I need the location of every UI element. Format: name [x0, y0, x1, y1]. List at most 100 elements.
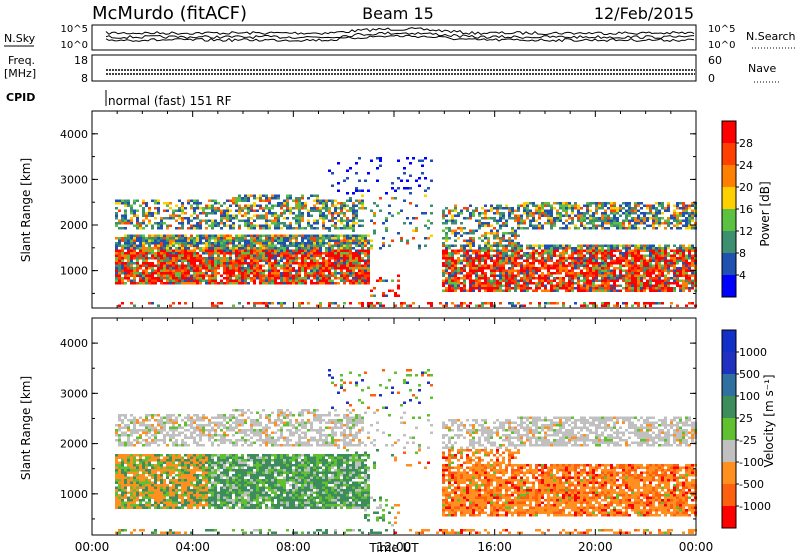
range-gate-cell	[340, 239, 343, 242]
range-gate-cell	[319, 282, 322, 285]
range-gate-cell	[118, 464, 121, 467]
range-gate-cell	[625, 244, 628, 247]
range-gate-cell	[226, 224, 229, 227]
range-gate-cell	[544, 274, 547, 277]
range-gate-cell	[547, 282, 550, 285]
range-gate-cell	[328, 304, 331, 307]
range-gate-cell	[202, 249, 205, 252]
range-gate-cell	[232, 259, 235, 262]
range-gate-cell	[478, 259, 481, 262]
range-gate-cell	[652, 244, 655, 247]
range-gate-cell	[316, 279, 319, 282]
range-gate-cell	[199, 212, 202, 215]
range-gate-cell	[424, 194, 427, 197]
range-gate-cell	[586, 269, 589, 272]
range-gate-cell	[307, 257, 310, 260]
range-gate-cell	[595, 247, 598, 250]
range-gate-cell	[358, 179, 361, 182]
range-gate-cell	[133, 304, 136, 307]
range-gate-cell	[127, 464, 130, 467]
range-gate-cell	[133, 506, 136, 509]
range-gate-cell	[301, 214, 304, 217]
range-gate-cell	[289, 269, 292, 272]
range-gate-cell	[448, 254, 451, 257]
range-gate-cell	[250, 247, 253, 250]
range-gate-cell	[193, 264, 196, 267]
range-gate-cell	[661, 247, 664, 250]
range-gate-cell	[556, 289, 559, 292]
range-gate-cell	[673, 254, 676, 257]
range-gate-cell	[115, 456, 118, 459]
range-gate-cell	[541, 272, 544, 275]
range-gate-cell	[520, 269, 523, 272]
range-gate-cell	[406, 157, 409, 160]
range-gate-cell	[142, 272, 145, 275]
range-gate-cell	[160, 274, 163, 277]
range-gate-cell	[466, 274, 469, 277]
range-gate-cell	[466, 232, 469, 235]
range-gate-cell	[328, 264, 331, 267]
range-gate-cell	[517, 264, 520, 267]
range-gate-cell	[148, 431, 151, 434]
range-gate-cell	[187, 279, 190, 282]
range-gate-cell	[457, 304, 460, 307]
range-gate-cell	[292, 244, 295, 247]
range-gate-cell	[583, 277, 586, 280]
range-gate-cell	[124, 219, 127, 222]
range-gate-cell	[226, 274, 229, 277]
range-gate-cell	[589, 257, 592, 260]
range-gate-cell	[646, 284, 649, 287]
range-gate-cell	[490, 259, 493, 262]
range-gate-cell	[466, 264, 469, 267]
range-gate-cell	[286, 209, 289, 212]
range-gate-cell	[625, 262, 628, 265]
range-gate-cell	[547, 244, 550, 247]
range-gate-cell	[253, 239, 256, 242]
range-gate-cell	[448, 237, 451, 240]
range-gate-cell	[235, 277, 238, 280]
range-gate-cell	[136, 262, 139, 265]
range-gate-cell	[571, 204, 574, 207]
range-gate-cell	[124, 252, 127, 255]
range-gate-cell	[142, 459, 145, 462]
range-gate-cell	[481, 212, 484, 215]
range-gate-cell	[646, 269, 649, 272]
range-gate-cell	[511, 279, 514, 282]
range-gate-cell	[469, 287, 472, 290]
range-gate-cell	[142, 227, 145, 230]
range-gate-cell	[673, 252, 676, 255]
range-gate-cell	[538, 269, 541, 272]
range-gate-cell	[358, 269, 361, 272]
range-gate-cell	[448, 264, 451, 267]
range-gate-cell	[130, 234, 133, 237]
range-gate-cell	[148, 252, 151, 255]
range-gate-cell	[583, 304, 586, 307]
range-gate-cell	[466, 252, 469, 255]
range-gate-cell	[463, 239, 466, 242]
range-gate-cell	[295, 254, 298, 257]
range-gate-cell	[676, 247, 679, 250]
range-gate-cell	[529, 247, 532, 250]
range-gate-cell	[133, 464, 136, 467]
range-gate-cell	[238, 274, 241, 277]
range-gate-cell	[190, 274, 193, 277]
range-gate-cell	[487, 232, 490, 235]
range-gate-cell	[298, 302, 301, 305]
range-gate-cell	[385, 294, 388, 297]
range-gate-cell	[676, 304, 679, 307]
range-gate-cell	[238, 227, 241, 230]
range-gate-cell	[430, 179, 433, 182]
range-gate-cell	[670, 277, 673, 280]
range-gate-cell	[280, 212, 283, 215]
range-gate-cell	[340, 259, 343, 262]
range-gate-cell	[688, 264, 691, 267]
range-gate-cell	[553, 267, 556, 270]
range-gate-cell	[361, 224, 364, 227]
range-gate-cell	[568, 289, 571, 292]
range-gate-cell	[340, 222, 343, 225]
range-gate-cell	[127, 204, 130, 207]
range-gate-cell	[241, 254, 244, 257]
range-gate-cell	[598, 272, 601, 275]
range-gate-cell	[586, 204, 589, 207]
range-gate-cell	[613, 207, 616, 210]
